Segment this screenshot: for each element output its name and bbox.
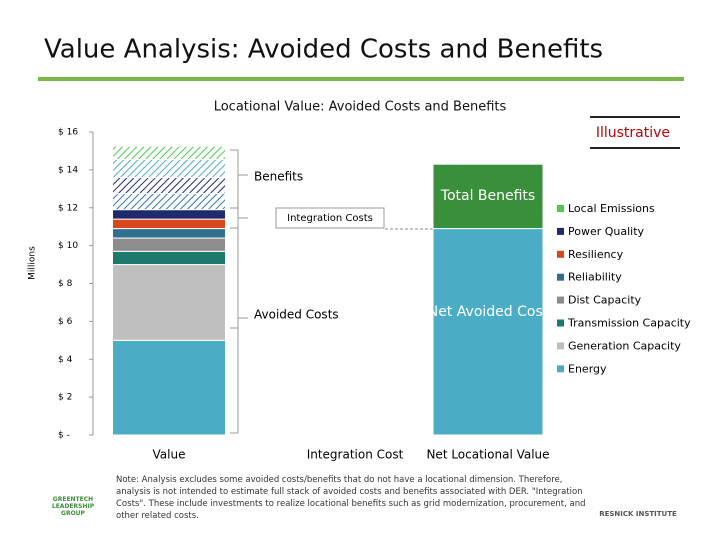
x-tick-label: Value [153,448,186,462]
legend-swatch [557,365,564,373]
annotation: Integration Costs [287,213,373,224]
y-tick-label: $ 4 [58,355,73,365]
y-tick-label: $ 14 [58,165,78,175]
logo: RESNICK INSTITUTE [599,510,677,518]
badge: Illustrative [596,125,670,141]
legend-swatch [557,296,564,304]
legend-label: Resiliency [568,248,624,261]
bar-segment [112,228,226,239]
x-tick-label: Integration Cost [307,448,404,462]
legend-label: Reliability [568,271,622,284]
benefit-segment [112,176,226,195]
bar-segment [112,264,226,341]
brace [230,149,248,329]
logo: GREENTECH LEADERSHIP GROUP [51,496,95,517]
slide-title: Value Analysis: Avoided Costs and Benefi… [44,35,603,65]
annotation: Avoided Costs [254,308,339,322]
bar-segment [112,209,226,220]
block [432,163,544,230]
annotation: Benefits [254,170,303,184]
legend-label: Energy [568,362,607,375]
y-tick-label: $ 10 [58,241,78,251]
legend-swatch [557,227,564,235]
legend-swatch [557,319,564,327]
legend-swatch [557,273,564,281]
brace [230,227,248,434]
bar-segment [112,339,226,436]
chart-title: Locational Value: Avoided Costs and Bene… [214,100,507,115]
block-label: Net Avoided Cost [428,304,549,320]
y-tick-label: $ 2 [58,393,72,403]
legend-swatch [557,205,564,212]
benefit-segment [112,193,226,211]
legend-swatch [557,250,564,258]
annotation-box [275,207,385,229]
y-tick-label: $ - [58,431,70,441]
y-tick-label: $ 12 [58,203,78,213]
block-label: Total Benefits [440,188,535,204]
note: Note: Analysis excludes some avoided cos… [116,475,586,521]
y-axis-label: Millions [28,246,38,280]
benefit-segment [112,145,226,160]
legend-label: Dist Capacity [568,294,642,307]
y-tick-label: $ 8 [58,279,73,289]
benefit-segment [112,158,226,178]
legend-label: Generation Capacity [568,339,681,352]
brace [230,207,248,229]
legend-label: Transmission Capacity [567,317,691,330]
y-tick-label: $ 16 [58,128,78,138]
bar-segment [112,218,226,230]
legend-swatch [557,342,564,350]
legend-label: Power Quality [568,225,645,238]
bar-segment [112,250,226,266]
bar-segment [112,237,226,252]
y-tick-label: $ 6 [58,317,73,327]
legend-label: Local Emissions [568,202,655,215]
x-tick-label: Net Locational Value [426,448,549,462]
block [432,228,544,436]
